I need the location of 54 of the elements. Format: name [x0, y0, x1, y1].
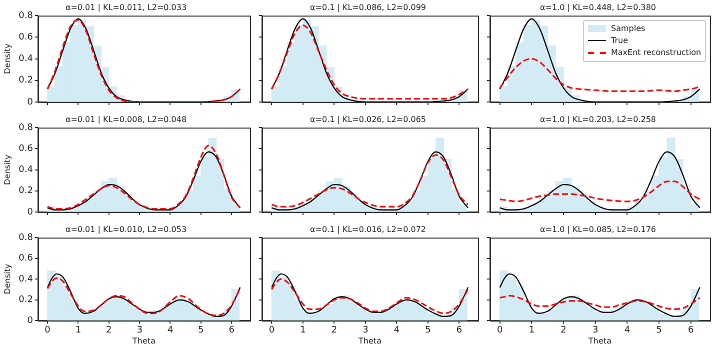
x-tick-label: 2	[560, 325, 566, 336]
y-tick-label: 0.2	[18, 295, 33, 306]
y-axis-title: Density	[2, 43, 12, 74]
chart-title: α=1.0 | KL=0.085, L2=0.176	[540, 224, 656, 234]
y-tick-label: 0.8	[18, 122, 34, 133]
y-tick-label: 0	[27, 207, 34, 218]
x-tick-label: 2	[106, 325, 112, 336]
x-tick-label: 3	[592, 325, 598, 336]
legend-label: MaxEnt reconstruction	[611, 48, 702, 58]
chart-title: α=0.01 | KL=0.010, L2=0.053	[65, 224, 187, 234]
y-tick-label: 0.4	[18, 54, 34, 64]
y-tick-label: 0.6	[18, 32, 34, 43]
x-tick-label: 3	[136, 325, 142, 336]
legend-label: True	[611, 36, 628, 46]
x-axis-title: Theta	[132, 336, 156, 346]
y-tick-label: 0.6	[18, 144, 34, 154]
y-axis-title: Density	[2, 264, 12, 294]
chart-title: α=1.0 | KL=0.203, L2=0.258	[540, 114, 656, 124]
x-tick-label: 5	[425, 325, 431, 336]
y-tick-label: 0	[27, 316, 34, 326]
x-tick-label: 1	[75, 325, 82, 336]
x-tick-label: 5	[656, 325, 662, 336]
x-tick-label: 2	[331, 325, 338, 336]
chart-title: α=0.1 | KL=0.086, L2=0.099	[310, 2, 426, 12]
y-tick-label: 0.8	[18, 232, 34, 243]
x-tick-label: 4	[624, 325, 630, 336]
x-axis-title: Theta	[588, 336, 612, 346]
x-tick-label: 0	[44, 325, 51, 336]
x-tick-label: 6	[456, 325, 462, 336]
y-tick-label: 0.4	[18, 274, 34, 284]
y-tick-label: 0	[27, 97, 34, 108]
x-tick-label: 0	[497, 325, 504, 336]
x-tick-label: 0	[268, 325, 275, 336]
x-tick-label: 6	[228, 325, 235, 336]
y-tick-label: 0.2	[18, 76, 33, 86]
chart-title: α=0.01 | KL=0.011, L2=0.033	[65, 2, 187, 12]
x-tick-label: 4	[167, 325, 174, 336]
chart-title: α=0.1 | KL=0.016, L2=0.072	[310, 224, 426, 234]
x-tick-label: 1	[300, 325, 306, 336]
y-tick-label: 0.6	[18, 254, 34, 264]
y-tick-label: 0.8	[18, 10, 34, 21]
x-tick-label: 3	[362, 325, 368, 336]
x-tick-label: 5	[198, 325, 204, 336]
chart-title: α=0.01 | KL=0.008, L2=0.048	[65, 114, 187, 124]
legend-label: Samples	[611, 24, 646, 34]
y-tick-label: 0.4	[18, 165, 34, 176]
y-axis-title: Density	[2, 154, 12, 186]
chart-title: α=0.1 | KL=0.026, L2=0.065	[310, 114, 426, 124]
y-tick-label: 0.2	[18, 186, 33, 196]
x-axis-title: Theta	[358, 336, 382, 346]
x-tick-label: 4	[394, 325, 400, 336]
chart-title: α=1.0 | KL=0.448, L2=0.380	[540, 2, 656, 12]
x-tick-label: 6	[688, 325, 694, 336]
x-tick-label: 1	[528, 325, 535, 336]
